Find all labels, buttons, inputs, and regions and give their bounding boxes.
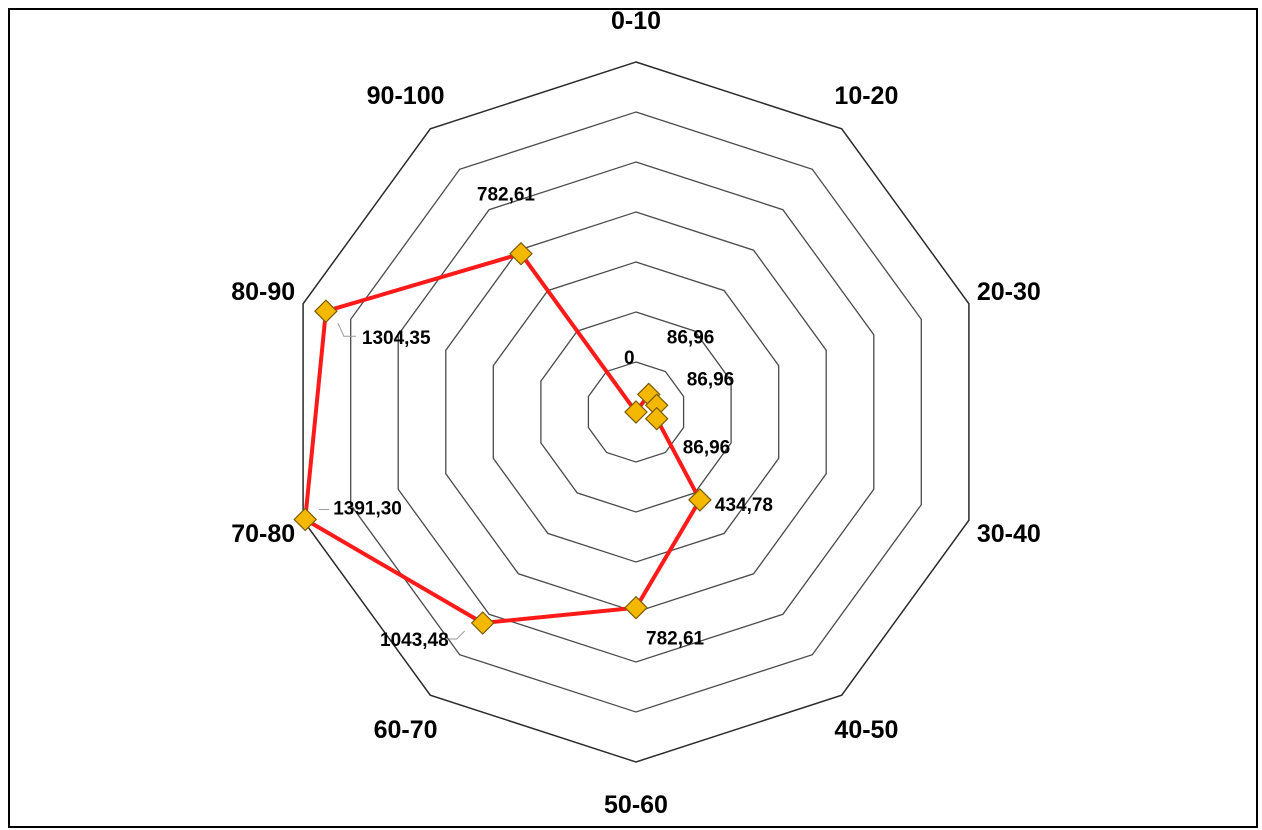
data-point-3 bbox=[644, 406, 669, 431]
category-label-0: 0-10 bbox=[611, 10, 661, 35]
data-point-9 bbox=[509, 241, 533, 266]
category-label-3: 30-40 bbox=[977, 520, 1041, 548]
value-label-6: 1043,48 bbox=[380, 630, 449, 651]
radar-grid bbox=[302, 61, 970, 763]
grid-ring-2 bbox=[540, 311, 732, 513]
category-label-1: 10-20 bbox=[834, 82, 898, 110]
value-label-1: 86,96 bbox=[667, 327, 715, 348]
value-label-3: 86,96 bbox=[683, 438, 731, 459]
value-label-8: 1304,35 bbox=[362, 328, 431, 349]
data-point-4 bbox=[688, 488, 712, 512]
chart-frame: 0-10 10-20 20-30 30-40 40-50 50-60 60-70 70-80 8… bbox=[8, 8, 1258, 828]
grid-ring-6 bbox=[350, 111, 922, 713]
radar-chart: 0-10 10-20 20-30 30-40 40-50 50-60 60-70 70-80 8… bbox=[231, 10, 1041, 819]
value-label-0: 0 bbox=[624, 348, 635, 369]
value-label-2: 86,96 bbox=[687, 369, 735, 390]
grid-ring-1 bbox=[587, 361, 685, 463]
data-point-7 bbox=[293, 507, 318, 532]
grid-ring-3 bbox=[492, 261, 780, 563]
value-label-4: 434,78 bbox=[715, 495, 773, 516]
category-label-9: 90-100 bbox=[367, 82, 445, 110]
category-label-2: 20-30 bbox=[977, 278, 1041, 306]
category-label-6: 60-70 bbox=[374, 716, 438, 744]
series-line bbox=[303, 251, 702, 625]
value-label-7: 1391,30 bbox=[333, 499, 402, 520]
category-label-8: 80-90 bbox=[231, 278, 295, 306]
category-label-5: 50-60 bbox=[604, 791, 668, 819]
value-label-5: 782,61 bbox=[646, 629, 705, 650]
data-markers bbox=[293, 241, 712, 635]
data-point-0 bbox=[624, 400, 648, 424]
grid-ring-5 bbox=[397, 161, 875, 663]
leader-line-6 bbox=[448, 630, 466, 640]
category-label-4: 40-50 bbox=[834, 716, 898, 744]
grid-ring-7 bbox=[302, 61, 970, 763]
data-series bbox=[303, 251, 702, 625]
data-point-6 bbox=[470, 611, 495, 635]
leader-line-8 bbox=[337, 322, 356, 337]
value-labels: 0 86,96 86,96 86,96 434,78 782,61 1043,48 1391,… bbox=[319, 185, 773, 651]
category-label-7: 70-80 bbox=[231, 520, 295, 548]
data-point-8 bbox=[314, 299, 338, 324]
data-point-5 bbox=[624, 595, 648, 620]
value-label-9: 782,61 bbox=[477, 185, 536, 206]
